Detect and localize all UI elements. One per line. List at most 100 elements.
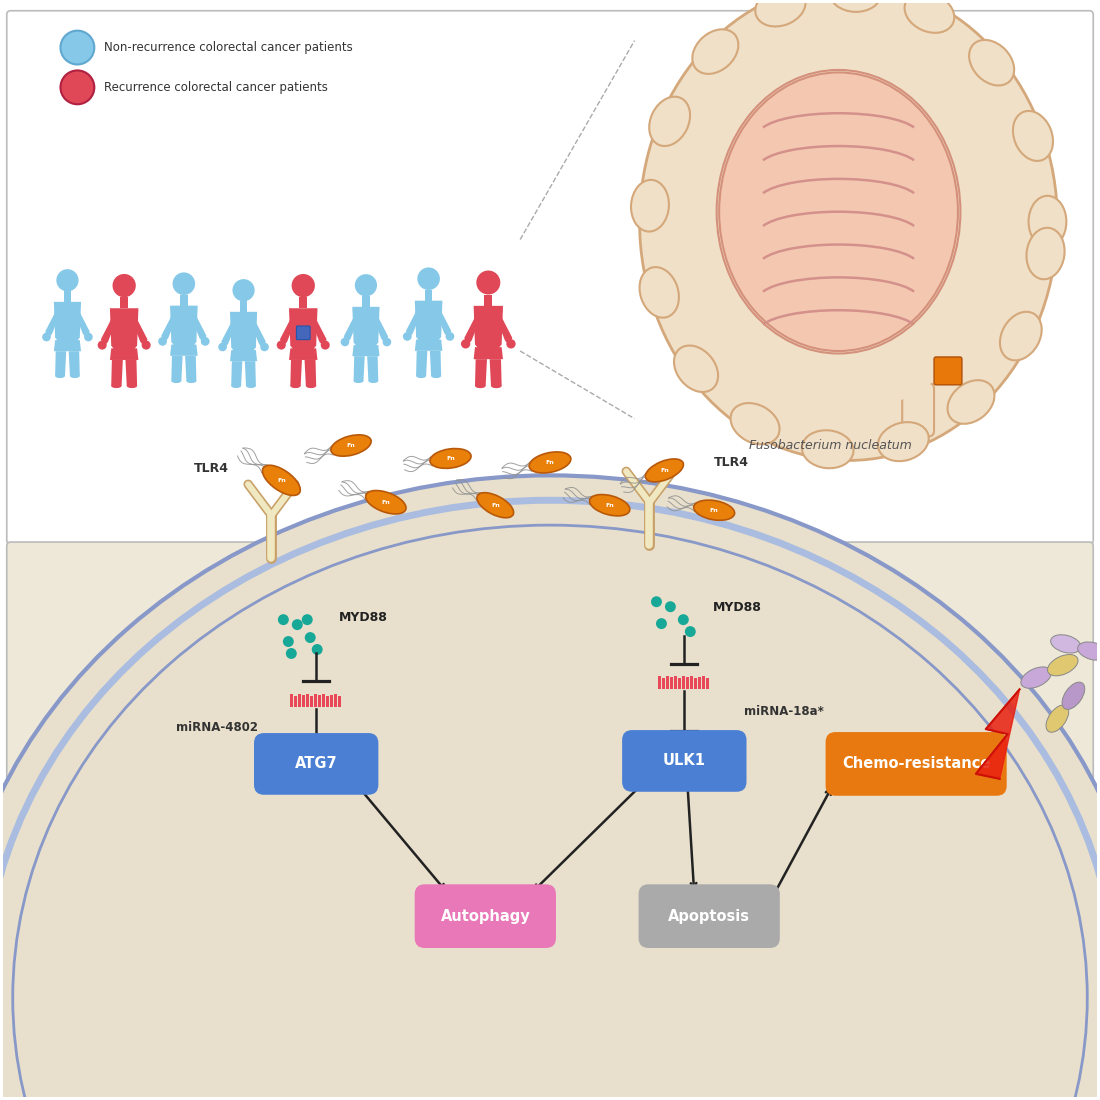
Ellipse shape — [70, 374, 80, 378]
Text: MYD88: MYD88 — [713, 602, 761, 614]
Polygon shape — [76, 304, 90, 339]
Polygon shape — [343, 308, 358, 344]
Bar — [706, 679, 710, 690]
Polygon shape — [464, 307, 478, 345]
FancyBboxPatch shape — [639, 884, 780, 948]
Polygon shape — [55, 351, 66, 376]
Ellipse shape — [126, 384, 138, 388]
Text: TLR4: TLR4 — [714, 455, 749, 469]
Polygon shape — [475, 360, 487, 386]
Circle shape — [461, 339, 471, 349]
Polygon shape — [416, 351, 428, 376]
Bar — [694, 679, 697, 690]
Ellipse shape — [756, 0, 805, 26]
Circle shape — [158, 337, 167, 345]
Circle shape — [112, 274, 135, 297]
FancyBboxPatch shape — [415, 884, 556, 948]
FancyBboxPatch shape — [362, 296, 370, 307]
Circle shape — [664, 602, 675, 613]
Polygon shape — [474, 348, 503, 360]
Ellipse shape — [477, 493, 514, 518]
Polygon shape — [353, 356, 365, 381]
Bar — [295, 696, 297, 707]
Text: Autophagy: Autophagy — [440, 909, 530, 924]
Circle shape — [417, 267, 440, 290]
Bar — [315, 694, 317, 707]
FancyBboxPatch shape — [299, 297, 307, 308]
Polygon shape — [45, 304, 58, 339]
Polygon shape — [110, 349, 139, 360]
FancyBboxPatch shape — [7, 11, 1093, 544]
Bar — [691, 676, 693, 690]
Polygon shape — [490, 360, 502, 386]
Ellipse shape — [1047, 654, 1078, 675]
Bar — [334, 694, 337, 707]
Bar — [310, 696, 314, 707]
Ellipse shape — [802, 430, 854, 469]
Ellipse shape — [646, 459, 683, 482]
Polygon shape — [68, 351, 80, 376]
Text: Fusobacterium nucleatum: Fusobacterium nucleatum — [749, 439, 912, 452]
Text: Apoptosis: Apoptosis — [668, 909, 750, 924]
Circle shape — [341, 338, 350, 346]
Bar — [290, 694, 294, 707]
Circle shape — [292, 274, 315, 297]
Bar — [326, 696, 329, 707]
FancyBboxPatch shape — [826, 733, 1006, 795]
Polygon shape — [245, 361, 256, 386]
Polygon shape — [430, 351, 441, 376]
Polygon shape — [415, 300, 442, 341]
FancyBboxPatch shape — [902, 383, 934, 437]
Bar — [679, 679, 681, 690]
Circle shape — [311, 644, 322, 654]
FancyBboxPatch shape — [425, 290, 432, 300]
Ellipse shape — [631, 180, 669, 231]
Ellipse shape — [416, 374, 426, 378]
Polygon shape — [192, 307, 207, 343]
Circle shape — [305, 632, 316, 644]
Circle shape — [278, 614, 289, 625]
Text: MYD88: MYD88 — [339, 612, 387, 624]
Ellipse shape — [639, 267, 679, 318]
Circle shape — [286, 648, 297, 659]
Circle shape — [651, 596, 662, 607]
Polygon shape — [976, 690, 1020, 779]
Polygon shape — [375, 308, 388, 344]
Ellipse shape — [719, 73, 958, 351]
Ellipse shape — [172, 378, 182, 383]
Circle shape — [355, 274, 377, 296]
Circle shape — [142, 341, 151, 350]
Polygon shape — [367, 356, 378, 381]
Text: miRNA-18a*: miRNA-18a* — [744, 705, 824, 717]
Polygon shape — [252, 314, 266, 349]
Ellipse shape — [730, 403, 780, 444]
Polygon shape — [54, 340, 81, 351]
Polygon shape — [54, 301, 81, 342]
Polygon shape — [406, 301, 420, 339]
Ellipse shape — [13, 525, 1087, 1100]
Ellipse shape — [649, 97, 690, 146]
FancyBboxPatch shape — [120, 297, 128, 308]
Ellipse shape — [1021, 667, 1052, 689]
Ellipse shape — [331, 434, 371, 456]
Circle shape — [321, 341, 330, 350]
Text: ULK1: ULK1 — [663, 754, 706, 769]
Circle shape — [201, 337, 210, 345]
Bar — [330, 695, 333, 707]
Ellipse shape — [639, 0, 1057, 461]
Circle shape — [678, 614, 689, 625]
Circle shape — [656, 618, 667, 629]
Circle shape — [292, 619, 302, 630]
Bar — [702, 676, 705, 690]
Polygon shape — [125, 360, 138, 386]
Text: Fn: Fn — [605, 503, 614, 508]
FancyBboxPatch shape — [623, 730, 747, 792]
Text: Fn: Fn — [382, 499, 390, 505]
Bar — [298, 694, 301, 707]
Bar — [306, 694, 309, 707]
Text: Fn: Fn — [710, 508, 718, 513]
Ellipse shape — [674, 345, 718, 392]
Ellipse shape — [290, 384, 300, 388]
Circle shape — [283, 636, 294, 647]
Ellipse shape — [430, 449, 471, 469]
